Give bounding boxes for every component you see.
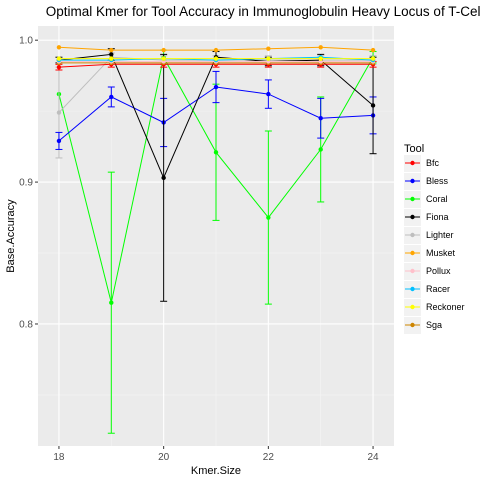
x-axis-title: Kmer.Size <box>191 465 241 477</box>
legend-label-pollux: Pollux <box>426 266 451 276</box>
data-point-musket <box>318 45 323 50</box>
legend-point-fiona <box>410 214 415 220</box>
legend-label-musket: Musket <box>426 248 456 258</box>
data-point-reckoner <box>266 56 271 61</box>
data-point-musket <box>370 47 376 53</box>
data-point-bless <box>213 84 219 90</box>
data-point-coral <box>109 300 114 305</box>
y-tick-label: 0.8 <box>19 319 33 330</box>
data-point-bless <box>109 94 114 100</box>
x-tick-label: 22 <box>263 452 275 463</box>
data-point-bless <box>56 138 62 144</box>
legend-label-coral: Coral <box>426 194 448 204</box>
y-tick-label: 0.9 <box>19 178 33 189</box>
data-point-reckoner <box>318 56 323 61</box>
data-point-reckoner <box>161 56 166 61</box>
legend-label-bless: Bless <box>426 176 449 186</box>
data-point-lighter <box>56 110 62 115</box>
data-point-musket <box>109 47 114 53</box>
data-point-fiona <box>161 175 166 181</box>
legend-point-bfc <box>410 160 415 166</box>
x-tick-label: 24 <box>367 452 379 463</box>
legend-point-bless <box>410 178 415 184</box>
data-point-reckoner <box>370 56 376 61</box>
data-point-musket <box>161 47 166 53</box>
legend-point-lighter <box>410 232 415 238</box>
legend-label-fiona: Fiona <box>426 212 449 222</box>
legend-label-reckoner: Reckoner <box>426 302 465 312</box>
legend-point-musket <box>410 250 415 256</box>
legend-label-racer: Racer <box>426 284 450 294</box>
data-point-musket <box>213 47 219 53</box>
data-point-bfc <box>56 64 62 70</box>
data-point-reckoner <box>56 56 62 61</box>
series-bless <box>55 70 377 150</box>
legend-point-coral <box>410 196 415 202</box>
y-tick-label: 1.0 <box>19 36 33 47</box>
series-reckoner <box>56 56 376 61</box>
series-musket <box>56 45 376 53</box>
data-point-musket <box>266 46 271 51</box>
data-point-reckoner <box>213 56 219 61</box>
axis-ticks: 18 20 22 24 0.8 0.9 1.0 <box>19 36 379 463</box>
data-point-fiona <box>109 52 114 57</box>
data-point-bless <box>318 116 323 121</box>
legend: Tool Bfc Bless Coral Fiona Lighter Musket Poll… <box>404 143 465 334</box>
chart-title: Optimal Kmer for Tool Accuracy in Immuno… <box>46 4 480 19</box>
legend-title: Tool <box>404 143 424 155</box>
series-layer <box>55 45 377 434</box>
data-point-coral <box>266 215 271 220</box>
data-point-coral <box>318 147 323 152</box>
legend-label-sga: Sga <box>426 320 442 330</box>
data-point-musket <box>56 45 62 50</box>
legend-label-lighter: Lighter <box>426 230 454 240</box>
x-tick-label: 18 <box>53 452 65 463</box>
y-axis-title: Base.Accuracy <box>5 199 17 273</box>
legend-point-sga <box>410 322 415 328</box>
data-point-fiona <box>370 103 376 108</box>
legend-point-reckoner <box>410 304 415 310</box>
x-tick-label: 20 <box>158 452 170 463</box>
legend-point-racer <box>410 286 415 292</box>
data-point-coral <box>213 150 219 155</box>
data-point-reckoner <box>109 56 114 61</box>
legend-point-pollux <box>410 268 415 274</box>
legend-label-bfc: Bfc <box>426 158 440 168</box>
data-point-bless <box>266 91 271 97</box>
